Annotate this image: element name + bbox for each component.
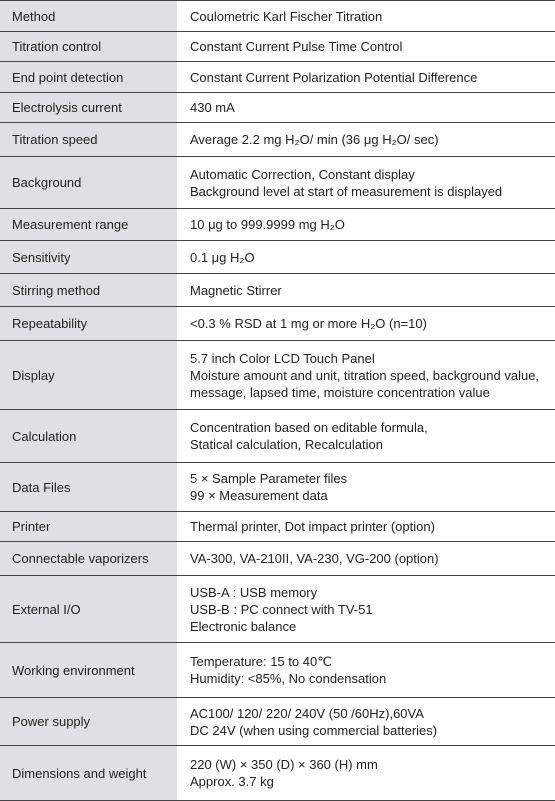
spec-label: Electrolysis current	[0, 93, 178, 122]
spec-value-line: Moisture amount and unit, titration spee…	[190, 367, 540, 383]
spec-row: Calculation Concentration based on editab…	[0, 410, 555, 463]
spec-label: Sensitivity	[0, 241, 178, 273]
spec-row: Repeatability <0.3 % RSD at 1 mg or more …	[0, 307, 555, 341]
spec-label: Titration speed	[0, 123, 178, 156]
spec-row: End point detection Constant Current Pola…	[0, 62, 555, 93]
spec-value-line: 430 mA	[190, 100, 235, 115]
spec-value-line: 220 (W) × 350 (D) × 360 (H) mm	[190, 757, 378, 772]
spec-row: Titration speed Average 2.2 mg H₂O/ min (…	[0, 123, 555, 157]
spec-row: Measurement range 10 μg to 999.9999 mg H₂…	[0, 209, 555, 241]
spec-label: Working environment	[0, 643, 178, 697]
spec-label: End point detection	[0, 62, 178, 92]
spec-row: Working environment Temperature: 15 to 40…	[0, 643, 555, 698]
spec-value-line: Electronic balance	[190, 618, 297, 634]
spec-value-line: Humidity: <85%, No condensation	[190, 671, 387, 686]
spec-row: Power supply AC100/ 120/ 220/ 240V (50 /6…	[0, 698, 555, 746]
spec-row: Background Automatic Correction, Constant…	[0, 157, 555, 209]
spec-label: Stirring method	[0, 274, 178, 306]
spec-value-line: 5.7 inch Color LCD Touch Panel	[190, 350, 375, 366]
spec-label: Display	[0, 341, 178, 409]
spec-row: Display 5.7 inch Color LCD Touch Panel Moi…	[0, 341, 555, 410]
spec-value: Thermal printer, Dot impact printer (opt…	[178, 512, 555, 541]
spec-row: Connectable vaporizers VA-300, VA-210II, …	[0, 542, 555, 576]
spec-value-line: Automatic Correction, Constant display	[190, 166, 415, 182]
spec-label: Dimensions and weight	[0, 746, 178, 800]
spec-value-line: 10 μg to 999.9999 mg H₂O	[190, 217, 345, 232]
spec-label: Background	[0, 157, 178, 208]
spec-value: Concentration based on editable formula,…	[178, 410, 555, 462]
spec-value-line: VA-300, VA-210II, VA-230, VG-200 (option…	[190, 551, 439, 566]
spec-row: Dimensions and weight 220 (W) × 350 (D) ×…	[0, 746, 555, 801]
spec-row: Data Files 5 × Sample Parameter files 99 ×…	[0, 463, 555, 512]
spec-row: Sensitivity 0.1 μg H₂O	[0, 241, 555, 274]
spec-value: Average 2.2 mg H₂O/ min (36 μg H₂O/ sec)	[178, 123, 555, 156]
spec-row: Titration control Constant Current Pulse …	[0, 32, 555, 62]
spec-value: Constant Current Pulse Time Control	[178, 32, 555, 61]
spec-label: Measurement range	[0, 209, 178, 240]
spec-label: Printer	[0, 512, 178, 541]
spec-value-line: Coulometric Karl Fischer Titration	[190, 8, 383, 24]
spec-row: Printer Thermal printer, Dot impact print…	[0, 512, 555, 542]
spec-label: External I/O	[0, 576, 178, 642]
spec-value: 0.1 μg H₂O	[178, 241, 555, 273]
spec-row: External I/O USB-A : USB memory USB-B : PC…	[0, 576, 555, 643]
spec-value: Automatic Correction, Constant display Ba…	[178, 157, 555, 208]
spec-label: Method	[0, 1, 178, 31]
spec-value-line: Thermal printer, Dot impact printer (opt…	[190, 519, 435, 534]
spec-value-line: Constant Current Polarization Potential …	[190, 69, 478, 85]
spec-value: VA-300, VA-210II, VA-230, VG-200 (option…	[178, 542, 555, 575]
spec-value: 5.7 inch Color LCD Touch Panel Moisture a…	[178, 341, 555, 409]
spec-value: AC100/ 120/ 220/ 240V (50 /60Hz),60VA DC …	[178, 698, 555, 745]
spec-value-line: Concentration based on editable formula,	[190, 420, 428, 435]
spec-value-line: 0.1 μg H₂O	[190, 249, 255, 265]
spec-value-line: Background level at start of measurement…	[190, 183, 503, 199]
spec-value: USB-A : USB memory USB-B : PC connect wit…	[178, 576, 555, 642]
spec-label: Power supply	[0, 698, 178, 745]
spec-label: Calculation	[0, 410, 178, 462]
spec-value-line: Temperature: 15 to 40℃	[190, 654, 332, 669]
spec-label: Data Files	[0, 463, 178, 511]
spec-label: Titration control	[0, 32, 178, 61]
spec-value-line: message, lapsed time, moisture concentra…	[190, 384, 490, 400]
spec-value-line: USB-A : USB memory	[190, 584, 318, 600]
spec-row: Stirring method Magnetic Stirrer	[0, 274, 555, 307]
spec-value-line: Magnetic Stirrer	[190, 282, 282, 298]
spec-value-line: Statical calculation, Recalculation	[190, 437, 383, 452]
spec-label: Repeatability	[0, 307, 178, 340]
spec-value: Coulometric Karl Fischer Titration	[178, 1, 555, 31]
spec-value-line: AC100/ 120/ 220/ 240V (50 /60Hz),60VA	[190, 705, 424, 721]
spec-value: 5 × Sample Parameter files 99 × Measureme…	[178, 463, 555, 511]
spec-row: Electrolysis current 430 mA	[0, 93, 555, 123]
spec-value: Temperature: 15 to 40℃ Humidity: <85%, No…	[178, 643, 555, 697]
spec-value-line: Approx. 3.7 kg	[190, 774, 274, 789]
spec-value-line: Average 2.2 mg H₂O/ min (36 μg H₂O/ sec)	[190, 132, 439, 147]
spec-value-line: Constant Current Pulse Time Control	[190, 39, 403, 54]
spec-row: Method Coulometric Karl Fischer Titration	[0, 1, 555, 32]
spec-label: Connectable vaporizers	[0, 542, 178, 575]
spec-value: 430 mA	[178, 93, 555, 122]
spec-value-line: DC 24V (when using commercial batteries)	[190, 722, 438, 738]
spec-value-line: 99 × Measurement data	[190, 488, 328, 503]
spec-value-line: <0.3 % RSD at 1 mg or more H₂O (n=10)	[190, 316, 427, 331]
spec-value: Magnetic Stirrer	[178, 274, 555, 306]
spec-value-line: 5 × Sample Parameter files	[190, 471, 348, 486]
spec-value: 220 (W) × 350 (D) × 360 (H) mm Approx. 3.…	[178, 746, 555, 800]
spec-value-line: USB-B : PC connect with TV-51	[190, 601, 373, 617]
spec-value: 10 μg to 999.9999 mg H₂O	[178, 209, 555, 240]
spec-value: Constant Current Polarization Potential …	[178, 62, 555, 92]
spec-value: <0.3 % RSD at 1 mg or more H₂O (n=10)	[178, 307, 555, 340]
